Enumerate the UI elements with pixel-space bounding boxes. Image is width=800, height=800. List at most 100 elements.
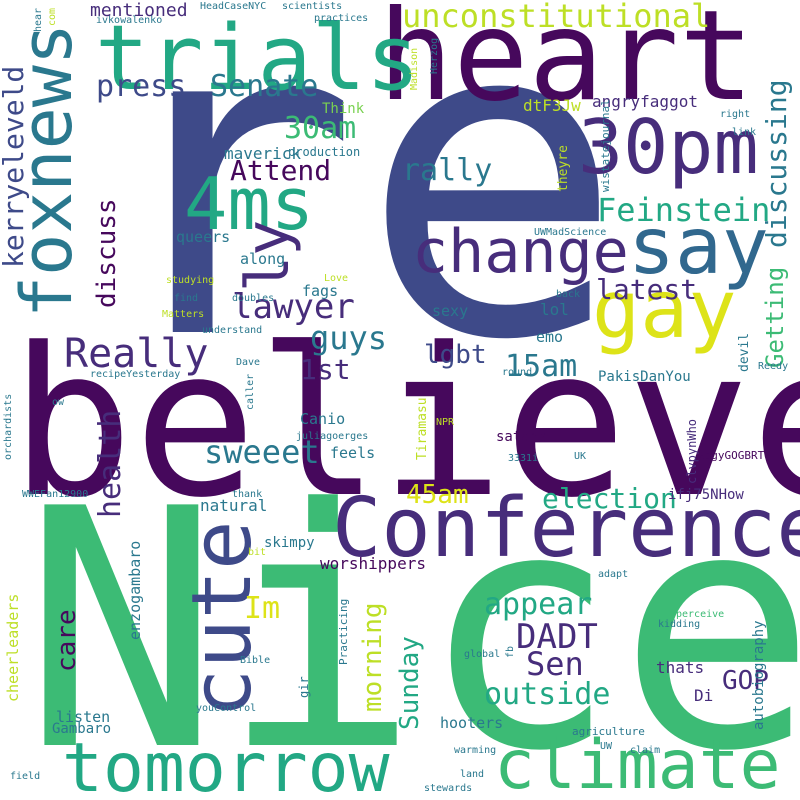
word-autobiography: autobiography xyxy=(751,620,767,730)
word-30pm: 30pm xyxy=(578,103,759,191)
word-uw: UW xyxy=(600,741,613,752)
word-outside: outside xyxy=(484,677,611,712)
word-practicing: Practicing xyxy=(337,598,350,665)
word-clvpynwho: clvpynWho xyxy=(685,418,699,484)
word-reedy: Reedy xyxy=(758,361,789,372)
word-sunday: Sunday xyxy=(395,636,425,730)
word-skimpy: skimpy xyxy=(264,535,315,551)
word-stewards: stewards xyxy=(424,783,473,794)
word-enzogambaro: enzogambaro xyxy=(126,540,144,640)
word-press: press xyxy=(96,69,187,104)
word-round: round xyxy=(502,367,533,378)
word-uk: UK xyxy=(574,451,587,462)
word-sen: Sen xyxy=(526,645,584,683)
word-land: land xyxy=(460,769,485,780)
word-feels: feels xyxy=(330,444,376,462)
word-natural: natural xyxy=(200,496,268,515)
word-doubles: doubles xyxy=(232,293,275,304)
word-feinstein: Feinstein xyxy=(597,191,771,229)
word-conference: Conference xyxy=(332,481,800,576)
word-agriculture: agriculture xyxy=(572,725,645,738)
word-unconstitutional: unconstitutional xyxy=(402,0,711,35)
word-bit: bit xyxy=(248,547,267,558)
word-gir: gir xyxy=(297,676,311,698)
word-ivkowalenko: ivkowalenko xyxy=(96,15,163,26)
word-sexy: sexy xyxy=(432,302,469,320)
word-health: health xyxy=(93,409,128,518)
word-practices: practices xyxy=(314,13,369,24)
word-dave: Dave xyxy=(236,357,261,368)
word-love: Love xyxy=(324,273,349,284)
word-canio: Canio xyxy=(300,410,346,428)
word-theyre: theyre xyxy=(556,145,571,192)
word-cheerleaders: cheerleaders xyxy=(4,593,22,702)
word-1st: 1st xyxy=(300,353,351,386)
word-matters: Matters xyxy=(162,309,205,320)
word-right: right xyxy=(720,109,751,120)
word-45am: 45am xyxy=(406,480,469,510)
word-lol: lol xyxy=(540,300,569,319)
word-field: field xyxy=(10,771,41,782)
word-tomorrow: tomorrow xyxy=(62,729,390,800)
word-heart: heart xyxy=(378,0,755,129)
word-uwmadscience: UWMadScience xyxy=(534,227,607,238)
word-fb: fb xyxy=(505,645,516,658)
word-think: Think xyxy=(322,101,365,117)
word-find: find xyxy=(174,293,199,304)
word-lawyer: lawyer xyxy=(232,287,355,327)
word-maverick: maverick xyxy=(224,144,302,163)
word-satans: satans xyxy=(496,429,547,445)
word-care: care xyxy=(52,609,82,672)
word-juliagoerges: juliagoerges xyxy=(296,431,369,442)
word-wistatejournal: wistatejournal xyxy=(599,99,612,192)
word-im: Im xyxy=(244,591,281,626)
word-gay: gay xyxy=(592,263,737,356)
word-bible: Bible xyxy=(240,655,271,666)
word-dtf3jw: dtF3Jw xyxy=(523,96,581,115)
word-perceive: perceive xyxy=(676,609,725,620)
word-kerryeleveld: kerryeleveld xyxy=(0,65,30,268)
word-devil: devil xyxy=(737,332,752,372)
word-4ms: 4ms xyxy=(184,162,315,246)
word-angryfaggot: angryfaggot xyxy=(592,92,698,111)
word-30am: 30am xyxy=(284,111,357,146)
word-lgbt: lgbt xyxy=(424,340,487,370)
word-worshippers: worshippers xyxy=(320,554,426,573)
word-production: production xyxy=(288,145,361,159)
word-mentioned: mentioned xyxy=(90,0,188,21)
word-link: link xyxy=(732,127,757,138)
word-npr: NPR xyxy=(436,417,455,428)
word-back: back xyxy=(556,289,581,300)
word-morning: morning xyxy=(358,602,388,712)
word-along: along xyxy=(240,250,286,268)
word-studying: studying xyxy=(166,275,215,286)
word-guys: guys xyxy=(310,319,388,357)
word-kidding: kidding xyxy=(658,619,701,630)
word-gambaro: Gambaro xyxy=(52,721,112,737)
word-discuss: discuss xyxy=(92,198,122,308)
word-understand: understand xyxy=(202,325,263,336)
word-gop: GOP xyxy=(722,666,769,696)
word-rally: rally xyxy=(402,153,493,188)
word-thats: thats xyxy=(656,658,705,677)
word-election: election xyxy=(542,482,677,515)
word-15am: 15am xyxy=(505,349,578,384)
word-pakisdanyou: PakisDanYou xyxy=(598,369,691,385)
word-appear: appear xyxy=(484,587,593,622)
word-listen: listen xyxy=(56,708,111,726)
word-latest: latest xyxy=(596,273,698,306)
word-herzog: Herzog xyxy=(429,37,440,74)
word-zogygogbrt: zogyGOGBRT xyxy=(698,449,765,462)
word-madison: Madison xyxy=(409,47,420,90)
word-wwefan: WWEFan12900 xyxy=(22,489,89,500)
word-say: say xyxy=(628,202,769,292)
word-getting: Getting xyxy=(761,266,789,368)
word-climate: climate xyxy=(494,726,781,800)
word-hooters: hooters xyxy=(440,714,504,732)
word-change: change xyxy=(412,217,629,287)
word-emo: emo xyxy=(536,328,564,346)
word-fags: fags xyxy=(302,282,339,300)
word-really: Really xyxy=(64,331,209,377)
word-adapt: adapt xyxy=(598,569,629,580)
